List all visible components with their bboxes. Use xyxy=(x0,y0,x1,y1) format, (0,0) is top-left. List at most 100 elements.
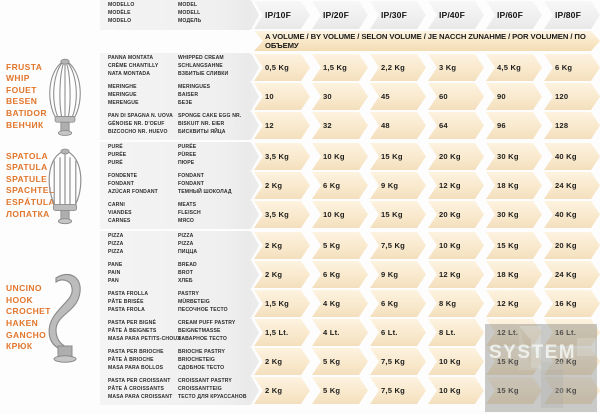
desc-italic-group: PASTA PER BRIOCHE PÂTE À BRIOCHE MASA PARA… xyxy=(108,349,164,373)
capacity-cell: 8 Kg xyxy=(426,289,484,318)
capacity-value: 7,5 Kg xyxy=(381,241,405,250)
capacity-cell: 12 xyxy=(252,111,310,140)
desc-line: PIZZA xyxy=(108,240,124,247)
capacity-cell: 64 xyxy=(426,111,484,140)
capacity-cell: 5 Kg xyxy=(310,231,368,260)
capacity-value: 3,5 Kg xyxy=(265,210,289,219)
capacity-cell: 3,5 Kg xyxy=(252,200,310,229)
product-description-cell: PIZZA PIZZA PIZZA PIZZA PIZZA ПИЦЦА xyxy=(100,231,252,260)
desc-line: BRIOCHETEIG xyxy=(178,356,216,363)
capacity-value: 18 Kg xyxy=(497,270,519,279)
tool-name: SPATULE xyxy=(6,173,48,184)
desc-english-group: CROISSANT PASTRY CROISSANTTEIG ТЕСТО ДЛЯ К… xyxy=(178,378,247,402)
tool-name: SPATOLA xyxy=(6,150,48,161)
model-columns: IP/10F IP/20F IP/30F IP/40F IP/60F IP/80F xyxy=(252,0,600,30)
desc-italic-group: PAN DI SPAGNA N. UOVA GÉNOISE NR. D'OEUF B… xyxy=(108,113,173,137)
desc-italic-group: PANNA MONTATA CRÈME CHANTILLY NATA MONTADA xyxy=(108,55,158,79)
capacity-value: 3,5 Kg xyxy=(265,152,289,161)
tool-name: BESEN xyxy=(6,96,38,107)
capacity-cell: 60 xyxy=(426,82,484,111)
capacity-cell: 2,2 Kg xyxy=(368,53,426,82)
capacity-cell: 120 xyxy=(542,82,600,111)
desc-line: GÉNOISE NR. D'OEUF xyxy=(108,120,165,127)
capacity-values: 2 Kg 6 Kg 9 Kg 12 Kg 18 Kg 24 Kg xyxy=(252,260,600,289)
capacity-value: 32 xyxy=(323,121,332,130)
capacity-cell: 20 Kg xyxy=(426,200,484,229)
capacity-cell: 96 xyxy=(484,111,542,140)
capacity-cell: 6 Kg xyxy=(310,260,368,289)
capacity-value: 4 Kg xyxy=(323,299,341,308)
capacity-value: 45 xyxy=(381,92,390,101)
desc-line: MERINGUES xyxy=(178,84,211,90)
product-description-cell: PASTA FROLLA PÂTE BRISÉE PASTA FROLA PASTRY… xyxy=(100,289,252,318)
capacity-cell: 2 Kg xyxy=(252,231,310,260)
desc-line: BEIGNETMASSE xyxy=(178,327,221,334)
whisk-icon xyxy=(34,55,96,138)
capacity-value: 2 Kg xyxy=(265,241,283,250)
capacity-cell: 128 xyxy=(542,111,600,140)
capacity-cell: 90 xyxy=(484,82,542,111)
capacity-values: 2 Kg 6 Kg 9 Kg 12 Kg 18 Kg 24 Kg xyxy=(252,171,600,200)
header-tool-spacer xyxy=(0,0,100,30)
product-description-cell: MERINGHE MERINGUE MERENGUE MERINGUES BAISER Б… xyxy=(100,82,252,111)
desc-line: FONDENTE xyxy=(108,173,138,179)
desc-line: PÜREE xyxy=(178,151,197,158)
capacity-value: 20 Kg xyxy=(542,386,577,395)
capacity-cell: 18 Kg xyxy=(484,260,542,289)
capacity-value: 20 Kg xyxy=(439,152,461,161)
volume-banner: A VOLUME / BY VOLUME / SELON VOLUME / JE… xyxy=(252,30,600,52)
desc-line: FONDANT xyxy=(178,180,204,187)
table-row: PASTA FROLLA PÂTE BRISÉE PASTA FROLA PASTRY… xyxy=(0,289,600,318)
capacity-value: 12 Lt. xyxy=(484,328,518,337)
capacity-value: 7,5 Kg xyxy=(381,357,405,366)
capacity-value: 30 Kg xyxy=(497,152,519,161)
table-row: MERINGHE MERINGUE MERENGUE MERINGUES BAISER Б… xyxy=(0,82,600,111)
desc-line: PASTRY xyxy=(178,291,199,297)
capacity-value: 15 Kg xyxy=(484,357,519,366)
desc-line: ПЕСОЧНОЕ ТЕСТО xyxy=(178,306,228,313)
table-row: PURÉ PURÉE PURÉ PURÉE PÜREE ПЮРЕ 3,5 Kg 10 Kg 15… xyxy=(0,142,600,171)
capacity-value: 10 Kg xyxy=(439,386,461,395)
tool-name: ЛОПАТКА xyxy=(6,208,50,219)
tool-name-list: FRUSTA WHIP FOUET BESEN BATIDOR ВЕНЧИК xyxy=(6,62,47,132)
model-header-ip-80f: IP/80F xyxy=(542,0,600,30)
capacity-cell: 6 Lt. xyxy=(368,318,426,347)
capacity-cell: 2 Kg xyxy=(252,260,310,289)
desc-line: MASA PARA PETITS-CHOUX xyxy=(108,335,181,342)
row-tool-spacer xyxy=(0,231,100,260)
tool-name-list: UNCINO HOOK CROCHET HAKEN GANCHO КРЮК xyxy=(6,283,51,353)
desc-line: BROT xyxy=(178,269,194,276)
desc-line: ТЕСТО ДЛЯ КРУАССАНОВ xyxy=(178,393,247,400)
desc-line: CRÈME CHANTILLY xyxy=(108,62,159,69)
desc-english-group: MEATS FLEISCH МЯСО xyxy=(178,202,201,226)
capacity-cell: 18 Kg xyxy=(484,171,542,200)
capacity-value: 6 Lt. xyxy=(381,328,398,337)
capacity-cell: 1,5 Kg xyxy=(252,289,310,318)
desc-line: PASTA PER BRIOCHE xyxy=(108,349,164,355)
capacity-value: 90 xyxy=(497,92,506,101)
capacity-cell: 20 Kg xyxy=(542,347,600,376)
desc-english-group: BRIOCHE PASTRY BRIOCHETEIG СДОБНОЕ ТЕСТО xyxy=(178,349,225,373)
capacity-value: 2,2 Kg xyxy=(381,63,405,72)
row-tool-spacer xyxy=(0,318,100,347)
capacity-cell: 3,5 Kg xyxy=(252,142,310,171)
desc-line: PÂTE À BRIOCHE xyxy=(108,356,154,363)
table-row: CARNI VIANDES CARNES MEATS FLEISCH МЯСО 3,5 Kg… xyxy=(0,200,600,229)
desc-line: PAIN xyxy=(108,269,121,276)
capacity-value: 6 Kg xyxy=(323,181,341,190)
capacity-value: 2 Kg xyxy=(265,270,283,279)
desc-english-group: BREAD BROT ХЛЕБ xyxy=(178,262,197,286)
desc-italic-group: PASTA FROLLA PÂTE BRISÉE PASTA FROLA xyxy=(108,291,148,315)
capacity-cell: 3 Kg xyxy=(426,53,484,82)
capacity-cell: 20 Kg xyxy=(426,142,484,171)
model-header-ip-40f: IP/40F xyxy=(426,0,484,30)
spatula-icon xyxy=(34,144,96,227)
desc-line: СДОБНОЕ ТЕСТО xyxy=(178,364,225,371)
desc-line: PIZZA xyxy=(108,248,124,255)
capacity-value: 6 Kg xyxy=(555,63,573,72)
tool-name: FOUET xyxy=(6,84,37,95)
capacity-value: 7,5 Kg xyxy=(381,386,405,395)
desc-english-group: PURÉE PÜREE ПЮРЕ xyxy=(178,144,196,168)
desc-italic-group: MERINGHE MERINGUE MERENGUE xyxy=(108,84,139,108)
desc-line: ХЛЕБ xyxy=(178,277,193,284)
